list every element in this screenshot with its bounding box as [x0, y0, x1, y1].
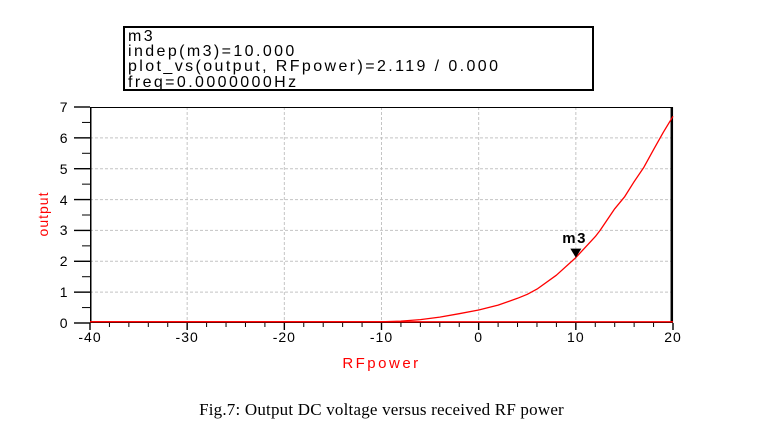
- y-tick-label: 2: [59, 253, 68, 270]
- marker-m3-triangle: [570, 248, 582, 258]
- y-tick-label: 6: [59, 129, 68, 146]
- plot-svg: [74, 106, 674, 330]
- y-tick-label: 3: [59, 222, 68, 239]
- y-tick-label: 0: [59, 315, 68, 331]
- marker-readout-freq: freq=0.0000000Hz: [128, 73, 299, 91]
- x-tick-label: -20: [272, 329, 296, 345]
- y-tick-label: 5: [59, 160, 68, 177]
- x-tick-label: -10: [369, 329, 394, 345]
- y-tick-label: 1: [59, 284, 68, 301]
- marker-readout-indep: indep(m3)=10.000: [128, 43, 297, 61]
- x-tick-label: -40: [78, 329, 102, 345]
- plot-area: [74, 106, 674, 330]
- x-tick-label: 10: [567, 329, 585, 345]
- x-tick-label: -30: [175, 329, 199, 345]
- marker-readout-box: m3 indep(m3)=10.000 plot_vs(output, RFpo…: [123, 26, 594, 91]
- x-axis-label: RFpower: [342, 355, 421, 372]
- x-tick-label: 20: [664, 329, 682, 345]
- figure-caption: Fig.7: Output DC voltage versus received…: [199, 400, 564, 419]
- y-tick-label: 4: [59, 191, 68, 208]
- y-tick-label: 7: [59, 99, 68, 115]
- marker-readout-name: m3: [128, 28, 156, 45]
- marker-m3-label: m3: [562, 229, 587, 247]
- marker-readout-value: plot_vs(output, RFpower)=2.119 / 0.000: [128, 58, 501, 76]
- x-tick-label: 0: [474, 329, 484, 345]
